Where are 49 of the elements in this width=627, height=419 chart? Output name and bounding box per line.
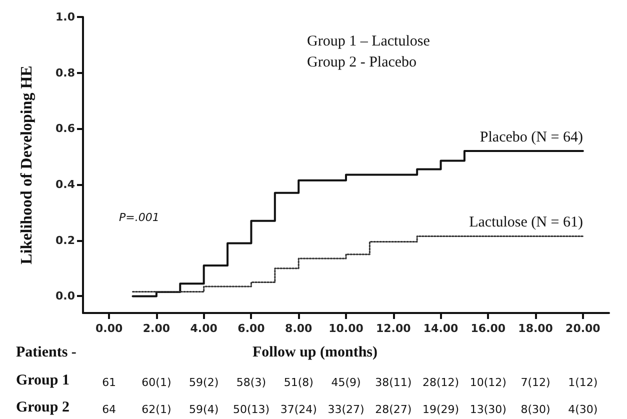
text: 51(8) (284, 376, 314, 389)
x-tick-label: 16.00 (470, 322, 506, 335)
text: Group 1 (16, 372, 70, 388)
text: 10(12) (470, 376, 506, 389)
text: 1(12) (568, 376, 598, 389)
text: 61 (102, 376, 116, 389)
text: 19(29) (422, 403, 460, 416)
x-tick-label: 18.00 (518, 322, 554, 335)
annotation: Group 1 – Lactulose (307, 34, 430, 50)
text: 4(30) (568, 403, 598, 416)
annotation: Group 2 - Placebo (307, 54, 417, 70)
text: 28(12) (422, 376, 460, 389)
x-axis-title: Follow up (months) (252, 344, 378, 360)
y-tick-label: 1.0 (56, 10, 76, 24)
x-tick-label: 2.00 (142, 322, 170, 335)
text: Group 2 (16, 400, 70, 416)
x-tick-label: 20.00 (566, 322, 601, 335)
y-tick-label: 0.2 (56, 234, 75, 247)
text: 13(30) (470, 403, 506, 416)
x-tick-label: 0.00 (95, 322, 123, 335)
text: 28(27) (375, 403, 412, 416)
text: 60(1) (142, 376, 172, 389)
text: 58(3) (236, 376, 266, 389)
x-tick-label: 12.00 (376, 322, 412, 335)
x-tick-label: 4.00 (190, 322, 218, 335)
text: 45(9) (331, 376, 361, 389)
text: 62(1) (142, 403, 172, 416)
text: 37(24) (280, 403, 317, 416)
text: 59(4) (189, 403, 219, 416)
y-axis-title: Likelihood of Developing HE (18, 66, 36, 264)
x-tick-label: 8.00 (285, 322, 313, 335)
series-label: Lactulose (N = 61) (469, 214, 583, 231)
text: 38(11) (375, 376, 412, 389)
text: 50(13) (232, 403, 270, 416)
text: 8(30) (520, 403, 550, 416)
y-tick-label: 0.0 (56, 290, 76, 303)
x-tick-label: 10.00 (328, 322, 364, 335)
text: 59(2) (189, 376, 219, 389)
y-tick-label: 0.4 (56, 178, 76, 192)
annotation: P=.001 (119, 211, 160, 224)
text: 7(12) (520, 376, 550, 389)
text: Patients - (16, 344, 76, 360)
x-tick-label: 6.00 (238, 322, 266, 335)
y-tick-label: 0.8 (56, 66, 75, 80)
text: 64 (102, 403, 116, 416)
x-tick-label: 14.00 (423, 322, 459, 335)
text: 33(27) (328, 403, 364, 416)
y-tick-label: 0.6 (56, 122, 76, 136)
series-label: Placebo (N = 64) (480, 130, 583, 146)
